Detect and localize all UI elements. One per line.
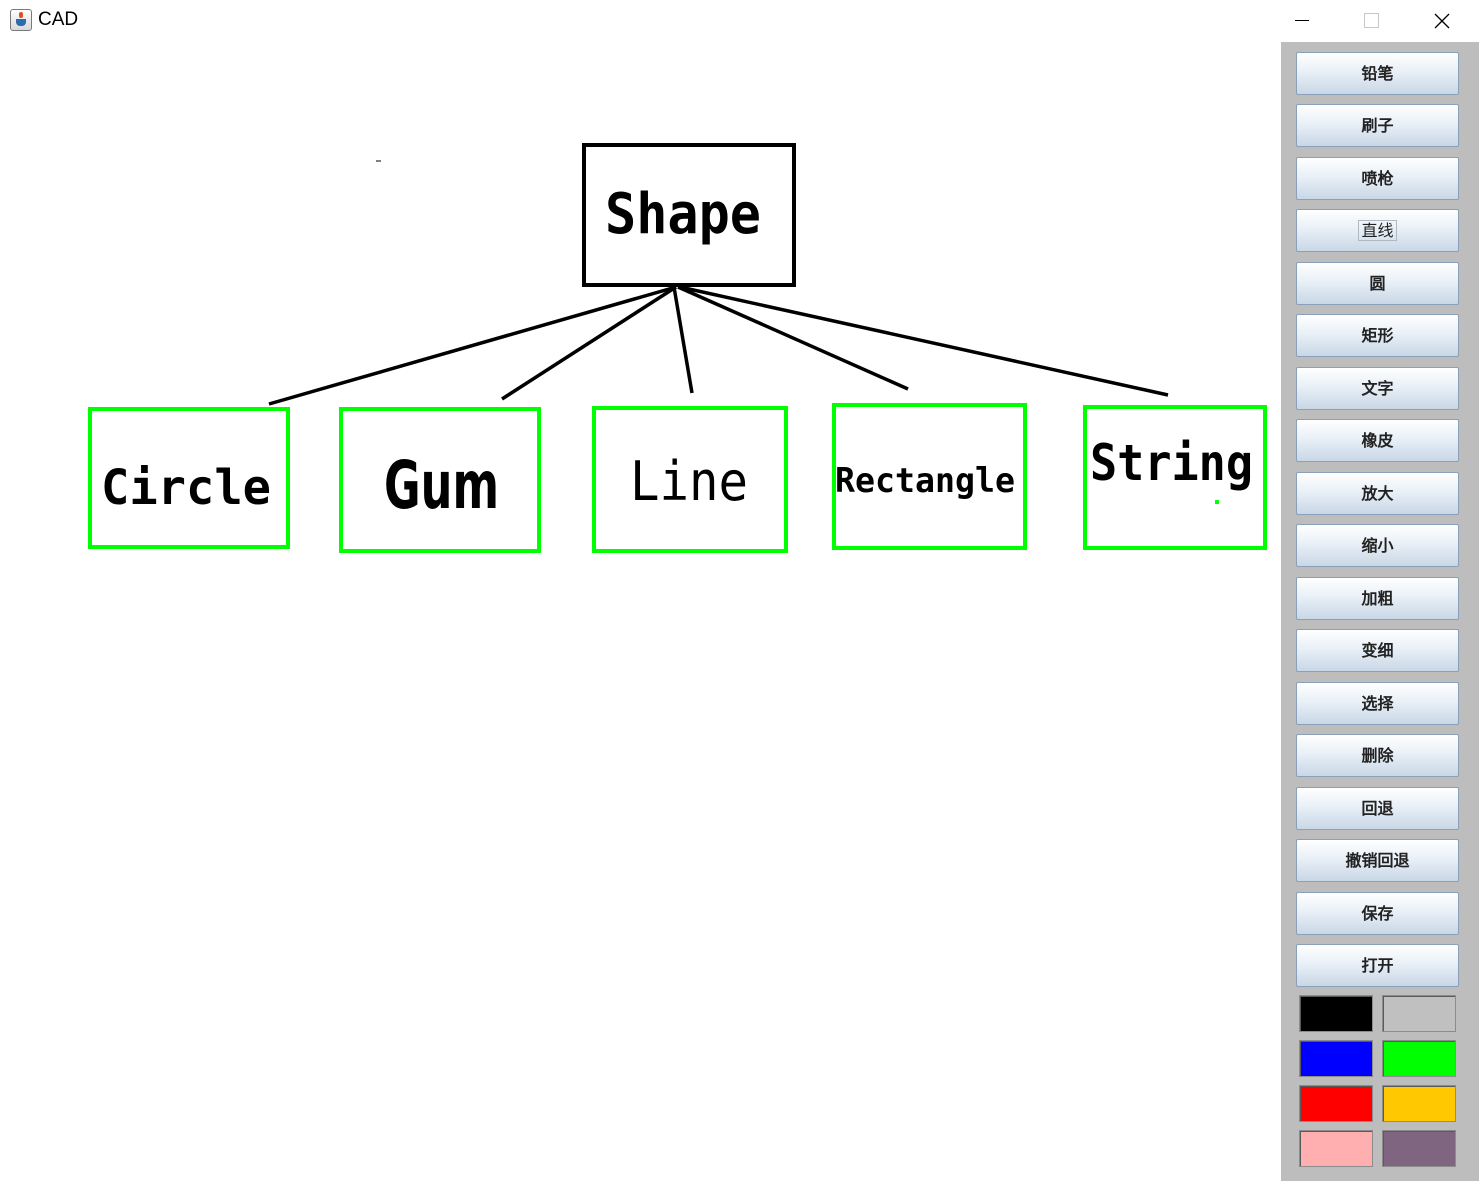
rectangle-label: Rectangle — [835, 461, 1015, 501]
gum-box[interactable] — [339, 407, 541, 553]
circle-label: Circle — [101, 460, 271, 516]
tool-panel: 铅笔 刷子 喷枪 直线 圆 矩形 文字 橡皮 放大 缩小 加粗 变细 选择 删除… — [1281, 42, 1479, 1181]
color-swatch-orange[interactable] — [1382, 1085, 1456, 1122]
connector-line — [268, 285, 677, 406]
color-swatch-red[interactable] — [1299, 1085, 1373, 1122]
window-title: CAD — [38, 9, 79, 30]
text-tool-button[interactable]: 文字 — [1296, 367, 1459, 410]
rectangle-tool-button[interactable]: 矩形 — [1296, 314, 1459, 357]
circle-tool-button[interactable]: 圆 — [1296, 262, 1459, 305]
thin-button[interactable]: 变细 — [1296, 629, 1459, 672]
brush-button[interactable]: 刷子 — [1296, 104, 1459, 147]
connector-line — [501, 285, 677, 401]
java-cup-icon[interactable] — [10, 9, 32, 31]
close-icon[interactable] — [1407, 0, 1477, 42]
redo-button[interactable]: 撤销回退 — [1296, 839, 1459, 882]
string-box[interactable] — [1083, 405, 1267, 550]
thicken-button[interactable]: 加粗 — [1296, 577, 1459, 620]
eraser-button[interactable]: 橡皮 — [1296, 419, 1459, 462]
maximize-icon[interactable] — [1337, 0, 1407, 42]
rectangle-box[interactable] — [832, 403, 1027, 550]
title-bar: CAD — [0, 0, 1479, 42]
connector-line — [672, 286, 694, 394]
color-swatch-purple[interactable] — [1382, 1130, 1456, 1167]
zoom-out-button[interactable]: 缩小 — [1296, 524, 1459, 567]
line-tool-button[interactable]: 直线 — [1296, 209, 1459, 252]
undo-button[interactable]: 回退 — [1296, 787, 1459, 830]
shape-label: Shape — [605, 182, 761, 247]
pencil-button[interactable]: 铅笔 — [1296, 52, 1459, 95]
color-swatch-gray[interactable] — [1382, 995, 1456, 1032]
line-label: Line — [630, 450, 748, 513]
connector-line — [679, 285, 1169, 397]
color-swatch-black[interactable] — [1299, 995, 1373, 1032]
open-button[interactable]: 打开 — [1296, 944, 1459, 987]
gum-label: Gum — [384, 447, 499, 524]
color-swatch-pink[interactable] — [1299, 1130, 1373, 1167]
minimize-icon[interactable] — [1267, 0, 1337, 42]
circle-box[interactable] — [88, 407, 290, 549]
connector-line — [677, 285, 909, 391]
delete-button[interactable]: 删除 — [1296, 734, 1459, 777]
select-button[interactable]: 选择 — [1296, 682, 1459, 725]
drawing-surface[interactable]: Shape Circle Gum Line Rectangle String — [0, 42, 1281, 1181]
color-swatch-green[interactable] — [1382, 1040, 1456, 1077]
spray-gun-button[interactable]: 喷枪 — [1296, 157, 1459, 200]
line-box[interactable] — [592, 406, 788, 553]
color-swatch-blue[interactable] — [1299, 1040, 1373, 1077]
shape-box[interactable] — [582, 143, 796, 287]
drawing-canvas[interactable]: Shape Circle Gum Line Rectangle String — [0, 42, 1281, 1181]
stray-mark — [1215, 500, 1219, 504]
save-button[interactable]: 保存 — [1296, 892, 1459, 935]
string-label: String — [1090, 434, 1253, 492]
zoom-in-button[interactable]: 放大 — [1296, 472, 1459, 515]
